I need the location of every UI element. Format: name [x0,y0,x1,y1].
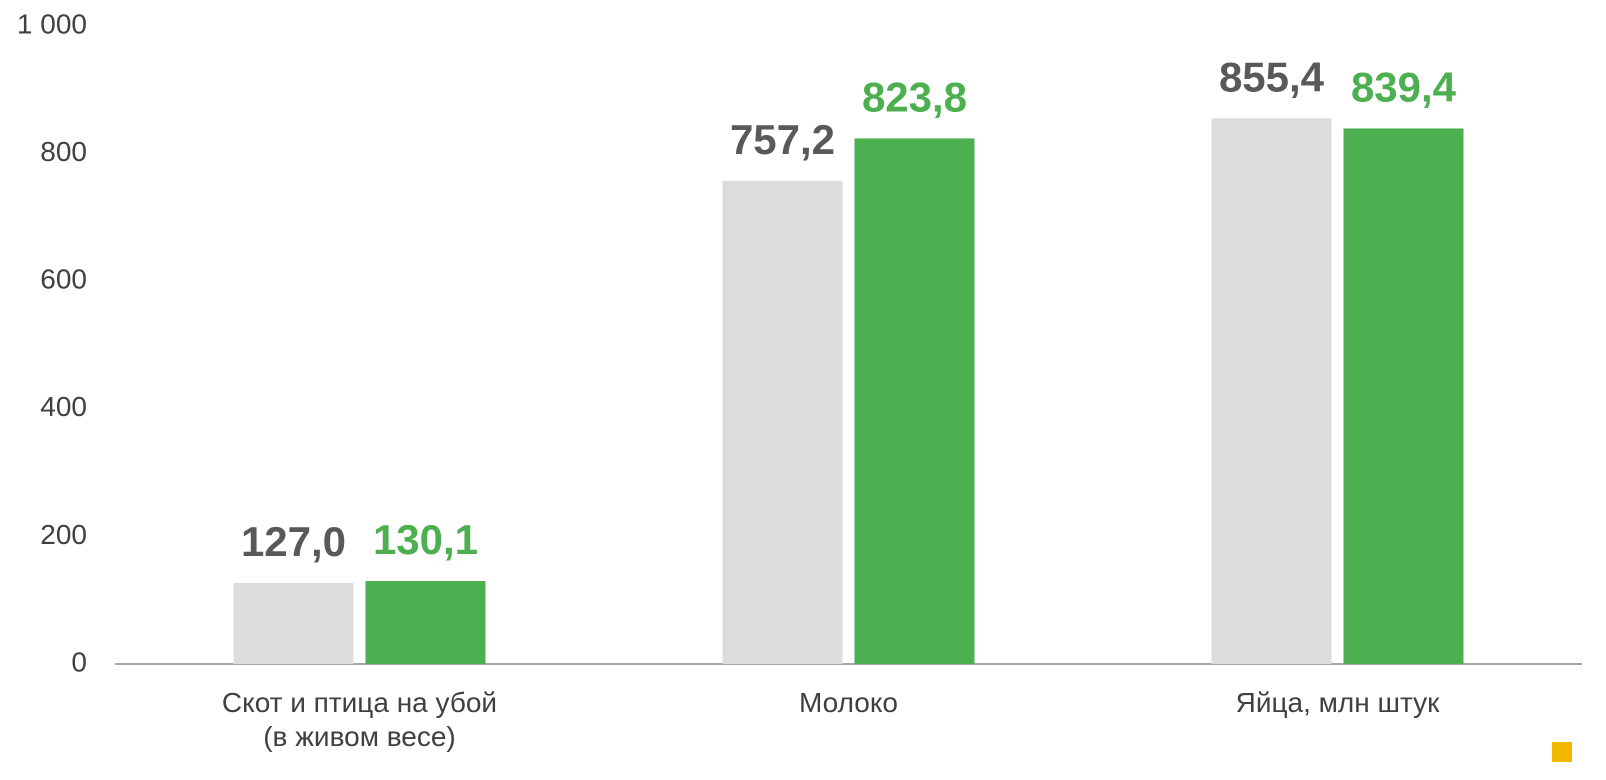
bar [365,580,486,664]
decor-square [1552,742,1572,762]
x-tick-label: Скот и птица на убой (в живом весе) [221,687,498,752]
value-label: 823,8 [862,74,967,121]
y-tick-label: 600 [40,264,87,295]
value-label: 757,2 [730,116,835,163]
value-label: 130,1 [373,516,478,563]
bar [1211,118,1332,664]
y-tick-label: 1 000 [17,8,87,39]
value-label: 839,4 [1351,64,1457,111]
x-tick-label: Молоко [799,687,898,718]
bar [854,138,975,665]
y-tick-label: 800 [40,136,87,167]
value-label: 127,0 [241,518,346,565]
x-tick-label: Яйца, млн штук [1235,687,1440,718]
bar [722,180,843,664]
bar [1343,128,1464,665]
y-tick-label: 200 [40,519,87,550]
bar [233,582,354,664]
y-tick-label: 400 [40,391,87,422]
value-label: 855,4 [1219,53,1325,100]
y-tick-label: 0 [71,646,87,677]
